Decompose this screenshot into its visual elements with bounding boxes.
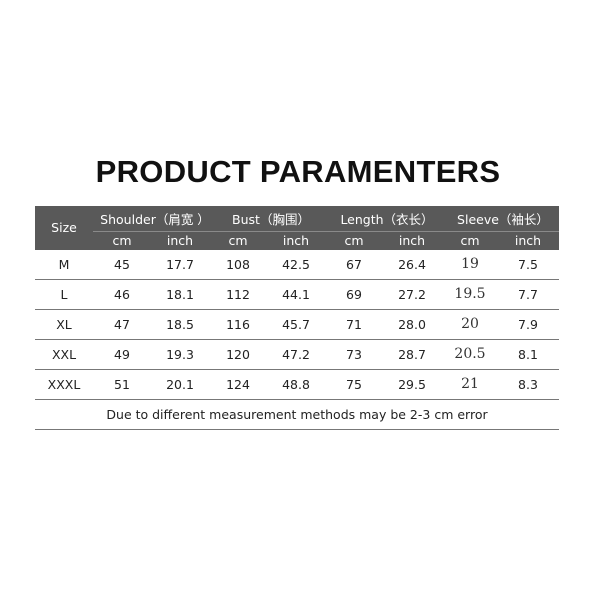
unit-header-cm: cm [460, 233, 480, 248]
value-cell: 28.0 [398, 317, 426, 332]
unit-header-inch: inch [282, 233, 310, 248]
unit-header-cm: cm [228, 233, 248, 248]
value-cell: 19.5 [454, 286, 486, 302]
table-row: M 45 17.7 108 42.5 67 26.4 19 7.5 [35, 250, 559, 280]
value-cell: 18.5 [166, 317, 194, 332]
table-row: XXL 49 19.3 120 47.2 73 28.7 20.5 8.1 [35, 340, 559, 370]
value-cell: 45.7 [282, 317, 310, 332]
value-cell: 124 [226, 377, 250, 392]
size-chart-table: Size Shoulder（肩宽 ） Bust（胸围） Length（衣长） Slee… [35, 206, 559, 430]
value-cell: 27.2 [398, 287, 426, 302]
column-group-sleeve: Sleeve（袖长） [457, 212, 549, 227]
value-cell: 18.1 [166, 287, 194, 302]
unit-header-inch: inch [166, 233, 194, 248]
value-cell: 120 [226, 347, 250, 362]
value-cell: 28.7 [398, 347, 426, 362]
value-cell: 8.3 [518, 377, 538, 392]
value-cell: 26.4 [398, 257, 426, 272]
value-cell: 20.1 [166, 377, 194, 392]
value-cell: 108 [226, 257, 250, 272]
value-cell: 46 [114, 287, 130, 302]
size-cell: XXXL [47, 377, 81, 392]
value-cell: 67 [346, 257, 362, 272]
value-cell: 47 [114, 317, 130, 332]
value-cell: 48.8 [282, 377, 310, 392]
value-cell: 45 [114, 257, 130, 272]
unit-header-inch: inch [398, 233, 426, 248]
size-cell: XL [56, 317, 72, 332]
unit-header-cm: cm [344, 233, 364, 248]
size-column-header: Size [51, 220, 77, 235]
value-cell: 21 [461, 376, 479, 392]
value-cell: 20 [461, 316, 479, 332]
value-cell: 7.7 [518, 287, 538, 302]
measurement-note: Due to different measurement methods may… [35, 400, 559, 430]
value-cell: 69 [346, 287, 362, 302]
value-cell: 51 [114, 377, 130, 392]
size-cell: L [60, 287, 68, 302]
value-cell: 73 [346, 347, 362, 362]
unit-header-inch: inch [514, 233, 542, 248]
value-cell: 7.9 [518, 317, 538, 332]
value-cell: 29.5 [398, 377, 426, 392]
value-cell: 7.5 [518, 257, 538, 272]
value-cell: 49 [114, 347, 130, 362]
column-group-shoulder: Shoulder（肩宽 ） [100, 212, 210, 227]
value-cell: 75 [346, 377, 362, 392]
header-divider [93, 231, 559, 232]
value-cell: 116 [226, 317, 250, 332]
column-group-bust: Bust（胸围） [232, 212, 310, 227]
value-cell: 19.3 [166, 347, 194, 362]
value-cell: 71 [346, 317, 362, 332]
size-cell: XXL [51, 347, 77, 362]
table-row: XL 47 18.5 116 45.7 71 28.0 20 7.9 [35, 310, 559, 340]
page-title: PRODUCT PARAMENTERS [95, 154, 501, 189]
column-group-length: Length（衣长） [340, 212, 434, 227]
table-row: L 46 18.1 112 44.1 69 27.2 19.5 7.7 [35, 280, 559, 310]
value-cell: 20.5 [454, 346, 486, 362]
size-cell: M [58, 257, 70, 272]
unit-header-cm: cm [112, 233, 132, 248]
value-cell: 8.1 [518, 347, 538, 362]
value-cell: 44.1 [282, 287, 310, 302]
value-cell: 47.2 [282, 347, 310, 362]
table-header: Size Shoulder（肩宽 ） Bust（胸围） Length（衣长） Slee… [35, 206, 559, 250]
value-cell: 19 [461, 256, 479, 272]
table-row: XXXL 51 20.1 124 48.8 75 29.5 21 8.3 [35, 370, 559, 400]
value-cell: 42.5 [282, 257, 310, 272]
value-cell: 112 [226, 287, 250, 302]
value-cell: 17.7 [166, 257, 194, 272]
